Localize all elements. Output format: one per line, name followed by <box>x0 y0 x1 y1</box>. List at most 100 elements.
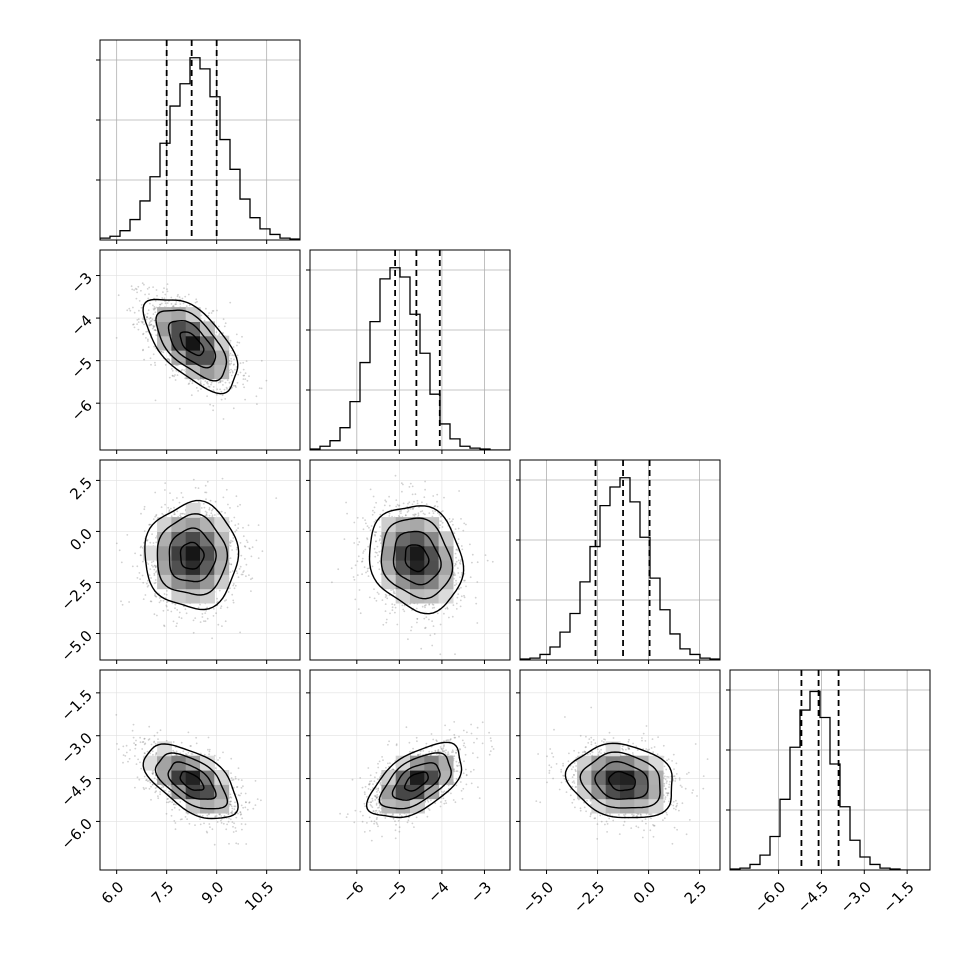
sample-point <box>372 495 375 498</box>
sample-point <box>242 535 245 538</box>
sample-point <box>376 591 379 594</box>
sample-point <box>229 542 232 545</box>
sample-point <box>422 512 425 515</box>
sample-point <box>248 574 250 576</box>
contour-line <box>404 544 430 573</box>
contour-line <box>380 517 454 600</box>
sample-point <box>165 604 168 607</box>
sample-point <box>117 748 120 751</box>
sample-point <box>153 319 156 322</box>
sample-point <box>366 538 369 541</box>
sample-point <box>206 814 209 817</box>
sample-point <box>239 542 242 544</box>
sample-point <box>205 513 208 516</box>
density-cell <box>171 545 187 561</box>
sample-point <box>455 602 458 605</box>
sample-point <box>453 532 456 534</box>
sample-point <box>369 529 372 532</box>
sample-point <box>373 588 375 590</box>
sample-point <box>166 601 168 604</box>
sample-point <box>409 508 412 510</box>
sample-point <box>212 386 215 388</box>
sample-point <box>155 541 158 544</box>
sample-point <box>179 303 182 305</box>
sample-point <box>233 516 236 519</box>
sample-point <box>197 390 200 392</box>
sample-point <box>148 323 151 326</box>
sample-point <box>220 605 223 608</box>
sample-point <box>226 379 229 381</box>
density-cell <box>185 588 201 604</box>
sample-point <box>471 553 474 556</box>
sample-point <box>396 623 399 626</box>
sample-point <box>460 518 462 520</box>
sample-point <box>205 381 208 384</box>
sample-point <box>411 508 414 510</box>
sample-point <box>199 382 202 384</box>
sample-point <box>206 380 209 383</box>
contour-line <box>167 319 217 369</box>
sample-point <box>144 314 146 316</box>
sample-point <box>244 545 247 548</box>
sample-point <box>240 792 243 795</box>
sample-point <box>163 287 165 290</box>
sample-point <box>367 575 370 577</box>
sample-point <box>463 522 466 525</box>
contour-line <box>144 499 240 611</box>
sample-point <box>143 788 146 791</box>
sample-point <box>460 595 463 598</box>
sample-point <box>154 361 156 364</box>
sample-point <box>371 513 374 516</box>
histogram-step <box>100 57 300 240</box>
sample-point <box>117 294 120 297</box>
sample-point <box>153 740 156 743</box>
sample-point <box>239 811 242 813</box>
sample-point <box>433 633 436 635</box>
density-panel-2-1 <box>99 249 301 451</box>
sample-point <box>436 493 439 496</box>
sample-point <box>392 588 394 591</box>
sample-point <box>462 529 465 532</box>
sample-point <box>170 515 173 518</box>
sample-point <box>486 559 489 562</box>
sample-point <box>232 537 235 539</box>
density-cell <box>171 335 187 351</box>
sample-point <box>216 388 219 391</box>
sample-point <box>171 368 173 370</box>
sample-point <box>245 575 247 578</box>
sample-point <box>452 523 454 526</box>
sample-point <box>235 529 238 532</box>
sample-point <box>459 605 462 608</box>
sample-point <box>207 736 210 739</box>
sample-point <box>155 595 158 598</box>
sample-point <box>374 534 376 537</box>
sample-point <box>221 477 224 480</box>
sample-point <box>408 501 411 504</box>
sample-point <box>459 599 462 602</box>
sample-point <box>160 302 163 305</box>
sample-point <box>255 395 258 398</box>
sample-point <box>454 562 457 565</box>
contour-line <box>179 331 205 357</box>
sample-point <box>165 605 168 608</box>
sample-point <box>138 300 141 302</box>
sample-point <box>242 368 245 371</box>
sample-point <box>145 337 147 339</box>
sample-point <box>374 533 376 536</box>
sample-point <box>373 547 376 550</box>
sample-point <box>164 489 166 491</box>
sample-point <box>425 616 428 618</box>
density-panel-4-1 <box>99 669 301 871</box>
sample-point <box>169 784 172 787</box>
sample-point <box>403 604 406 607</box>
sample-point <box>223 325 226 328</box>
sample-point <box>166 798 169 800</box>
sample-point <box>210 312 213 314</box>
sample-point <box>454 552 457 555</box>
sample-point <box>136 565 139 568</box>
sample-point <box>235 570 238 573</box>
sample-point <box>204 510 207 513</box>
sample-point <box>354 598 357 601</box>
sample-point <box>441 521 444 524</box>
